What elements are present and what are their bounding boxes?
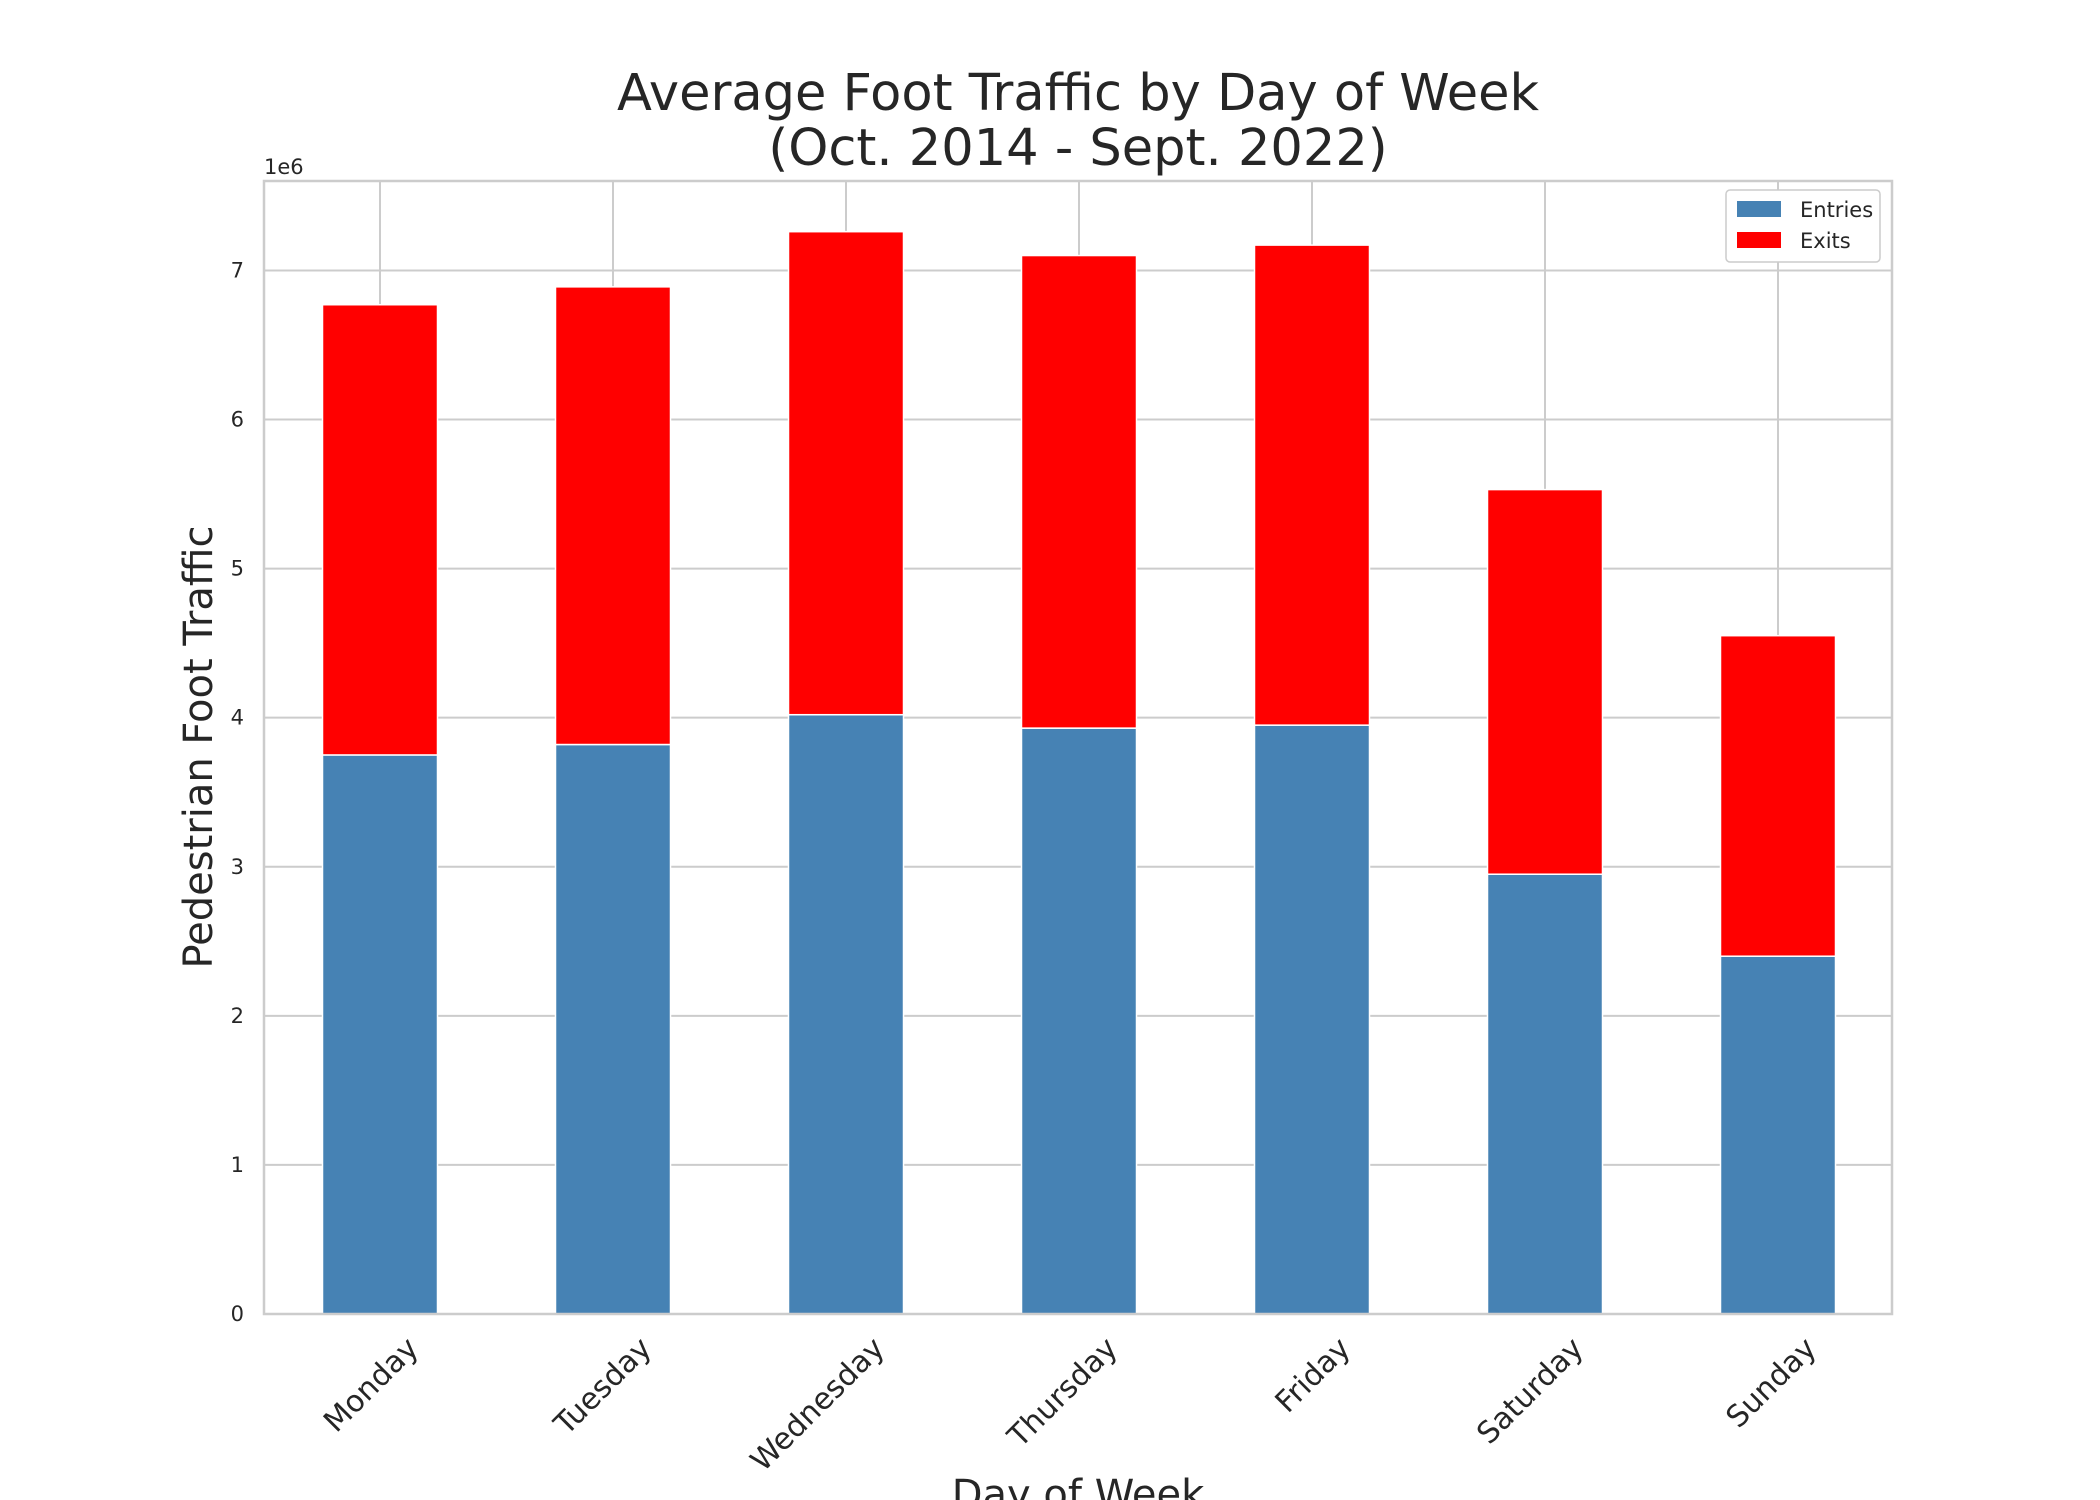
y-tick-layer: 0 1 2 3 4 5 6 7 xyxy=(231,258,244,1326)
legend-swatch-exits xyxy=(1737,232,1781,248)
plot-frame xyxy=(262,179,1894,1316)
x-tick-label: Friday xyxy=(1269,1331,1358,1420)
bar-layer xyxy=(321,230,1837,1315)
bar-entries-sunday xyxy=(1719,955,1837,1315)
y-tick-label: 3 xyxy=(231,855,244,879)
bar-exits-thursday xyxy=(1020,254,1138,729)
legend-label-exits: Exits xyxy=(1800,229,1851,253)
y-axis-label: Pedestrian Foot Traffic xyxy=(176,525,222,968)
y-tick-label: 4 xyxy=(231,706,244,730)
bar-exits-saturday xyxy=(1486,488,1604,875)
bar-exits-monday xyxy=(321,303,439,756)
legend: Entries Exits xyxy=(1725,189,1881,263)
x-tick-label: Sunday xyxy=(1720,1331,1824,1435)
x-tick-label: Tuesday xyxy=(547,1331,659,1443)
bar-entries-monday xyxy=(321,754,439,1315)
bar-exits-sunday xyxy=(1719,634,1837,957)
bar-entries-wednesday xyxy=(787,713,905,1315)
x-tick-label: Wednesday xyxy=(744,1331,892,1479)
chart-title: Average Foot Traffic by Day of Week xyxy=(617,64,1539,123)
bar-entries-thursday xyxy=(1020,727,1138,1315)
y-tick-label: 1 xyxy=(231,1153,244,1177)
x-tick-label: Monday xyxy=(317,1331,425,1439)
bar-exits-wednesday xyxy=(787,230,905,716)
chart-subtitle: (Oct. 2014 - Sept. 2022) xyxy=(768,119,1387,178)
legend-swatch-entries xyxy=(1737,201,1781,217)
y-tick-label: 0 xyxy=(231,1302,244,1326)
legend-label-entries: Entries xyxy=(1800,198,1873,222)
y-offset-text: 1e6 xyxy=(264,155,304,179)
x-axis-label: Day of Week xyxy=(952,1472,1205,1500)
y-tick-label: 5 xyxy=(231,557,244,581)
bar-entries-friday xyxy=(1253,724,1371,1315)
y-tick-label: 2 xyxy=(231,1004,244,1028)
x-tick-label: Saturday xyxy=(1470,1331,1590,1451)
x-tick-label: Thursday xyxy=(1001,1331,1125,1455)
y-tick-label: 7 xyxy=(231,258,244,282)
y-tick-label: 6 xyxy=(231,408,244,432)
bar-exits-tuesday xyxy=(554,286,672,746)
bar-exits-friday xyxy=(1253,244,1371,726)
bar-entries-saturday xyxy=(1486,873,1604,1315)
bar-entries-tuesday xyxy=(554,743,672,1315)
x-tick-layer: Monday Tuesday Wednesday Thursday Friday Satu… xyxy=(317,1331,1823,1479)
